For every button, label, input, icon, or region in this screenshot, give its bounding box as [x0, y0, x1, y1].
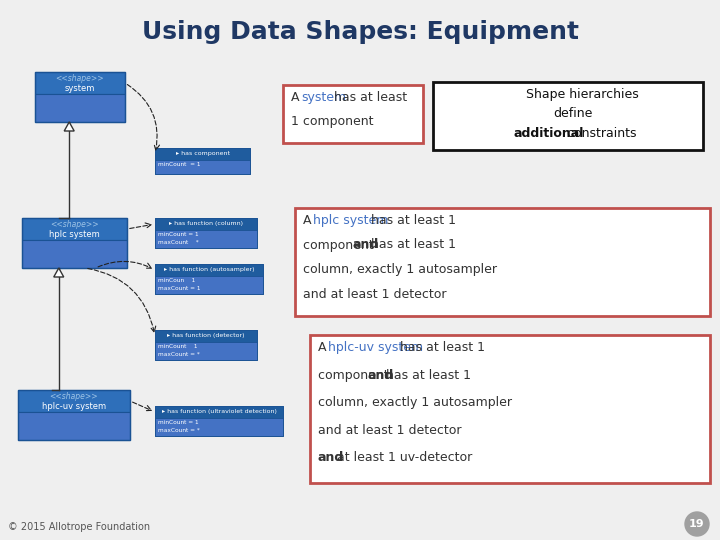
Bar [295, 208, 710, 316]
Bar [155, 406, 283, 436]
Text: has at least 1: has at least 1 [382, 369, 471, 382]
Text: and: and [318, 451, 344, 464]
Text: column, exactly 1 autosampler: column, exactly 1 autosampler [303, 263, 497, 276]
Text: and at least 1 detector: and at least 1 detector [303, 287, 446, 300]
Bar [155, 418, 283, 436]
Bar [155, 218, 257, 230]
Text: minCount = 1: minCount = 1 [158, 420, 199, 425]
Text: define: define [553, 107, 593, 120]
Text: additional: additional [513, 127, 584, 140]
Text: <<shape>>: <<shape>> [50, 220, 99, 229]
Text: system: system [301, 91, 346, 104]
Text: has at least 1: has at least 1 [366, 239, 456, 252]
Text: has at least: has at least [330, 91, 408, 104]
Bar [155, 264, 263, 294]
Bar [283, 85, 423, 143]
Text: © 2015 Allotrope Foundation: © 2015 Allotrope Foundation [8, 522, 150, 532]
Text: ▸ has function (detector): ▸ has function (detector) [167, 334, 245, 339]
Text: system: system [65, 84, 95, 93]
Text: Using Data Shapes: Equipment: Using Data Shapes: Equipment [142, 20, 578, 44]
Text: maxCount = *: maxCount = * [158, 428, 200, 433]
Bar [155, 330, 257, 360]
Text: ▸ has function (column): ▸ has function (column) [169, 221, 243, 226]
Text: maxCount = 1: maxCount = 1 [158, 286, 200, 291]
Bar [155, 276, 263, 294]
Bar [18, 390, 130, 440]
Text: column, exactly 1 autosampler: column, exactly 1 autosampler [318, 396, 512, 409]
Bar [155, 160, 250, 174]
Bar [155, 230, 257, 248]
Text: component: component [318, 369, 392, 382]
Bar [155, 218, 257, 248]
Bar [155, 342, 257, 360]
Text: ▸ has component: ▸ has component [176, 152, 230, 157]
Text: 19: 19 [689, 519, 705, 529]
Text: and: and [352, 239, 378, 252]
Text: hplc-uv system: hplc-uv system [42, 402, 106, 411]
Bar [22, 218, 127, 240]
Bar [155, 406, 283, 418]
Text: ▸ has function (autosampler): ▸ has function (autosampler) [163, 267, 254, 273]
Circle shape [685, 512, 709, 536]
Text: component: component [303, 239, 377, 252]
Text: Shape hierarchies: Shape hierarchies [526, 88, 639, 101]
Text: hplc system: hplc system [312, 214, 388, 227]
Text: <<shape>>: <<shape>> [50, 392, 99, 401]
Bar [35, 94, 125, 122]
Text: minCount = 1: minCount = 1 [158, 232, 199, 237]
Text: constraints: constraints [563, 127, 636, 140]
Bar [155, 264, 263, 276]
Bar [155, 148, 250, 174]
Text: and at least 1 detector: and at least 1 detector [318, 424, 462, 437]
Bar [18, 390, 130, 412]
Bar [22, 240, 127, 268]
Text: maxCount    *: maxCount * [158, 240, 199, 245]
Polygon shape [54, 268, 64, 277]
Text: 1 component: 1 component [291, 115, 374, 128]
Text: hplc system: hplc system [49, 230, 100, 239]
Bar [433, 82, 703, 150]
Bar [155, 148, 250, 160]
Text: maxCount = *: maxCount = * [158, 352, 200, 357]
Text: and: and [367, 369, 393, 382]
Bar [35, 72, 125, 94]
Text: <<shape>>: <<shape>> [55, 74, 104, 83]
Text: has at least 1: has at least 1 [366, 214, 456, 227]
Bar [310, 335, 710, 483]
Polygon shape [64, 122, 74, 131]
Text: minCount  = 1: minCount = 1 [158, 162, 200, 167]
Bar [22, 218, 127, 268]
Bar [35, 72, 125, 122]
Bar [18, 412, 130, 440]
Text: hplc-uv system: hplc-uv system [328, 341, 423, 354]
Text: A: A [303, 214, 315, 227]
Bar [155, 330, 257, 342]
Text: A: A [318, 341, 330, 354]
Text: minCount    1: minCount 1 [158, 344, 197, 349]
Text: minCoun    1: minCoun 1 [158, 278, 195, 283]
Text: has at least 1: has at least 1 [397, 341, 485, 354]
Text: ▸ has function (ultraviolet detection): ▸ has function (ultraviolet detection) [161, 409, 276, 415]
Text: at least 1 uv-detector: at least 1 uv-detector [333, 451, 472, 464]
Text: A: A [291, 91, 304, 104]
